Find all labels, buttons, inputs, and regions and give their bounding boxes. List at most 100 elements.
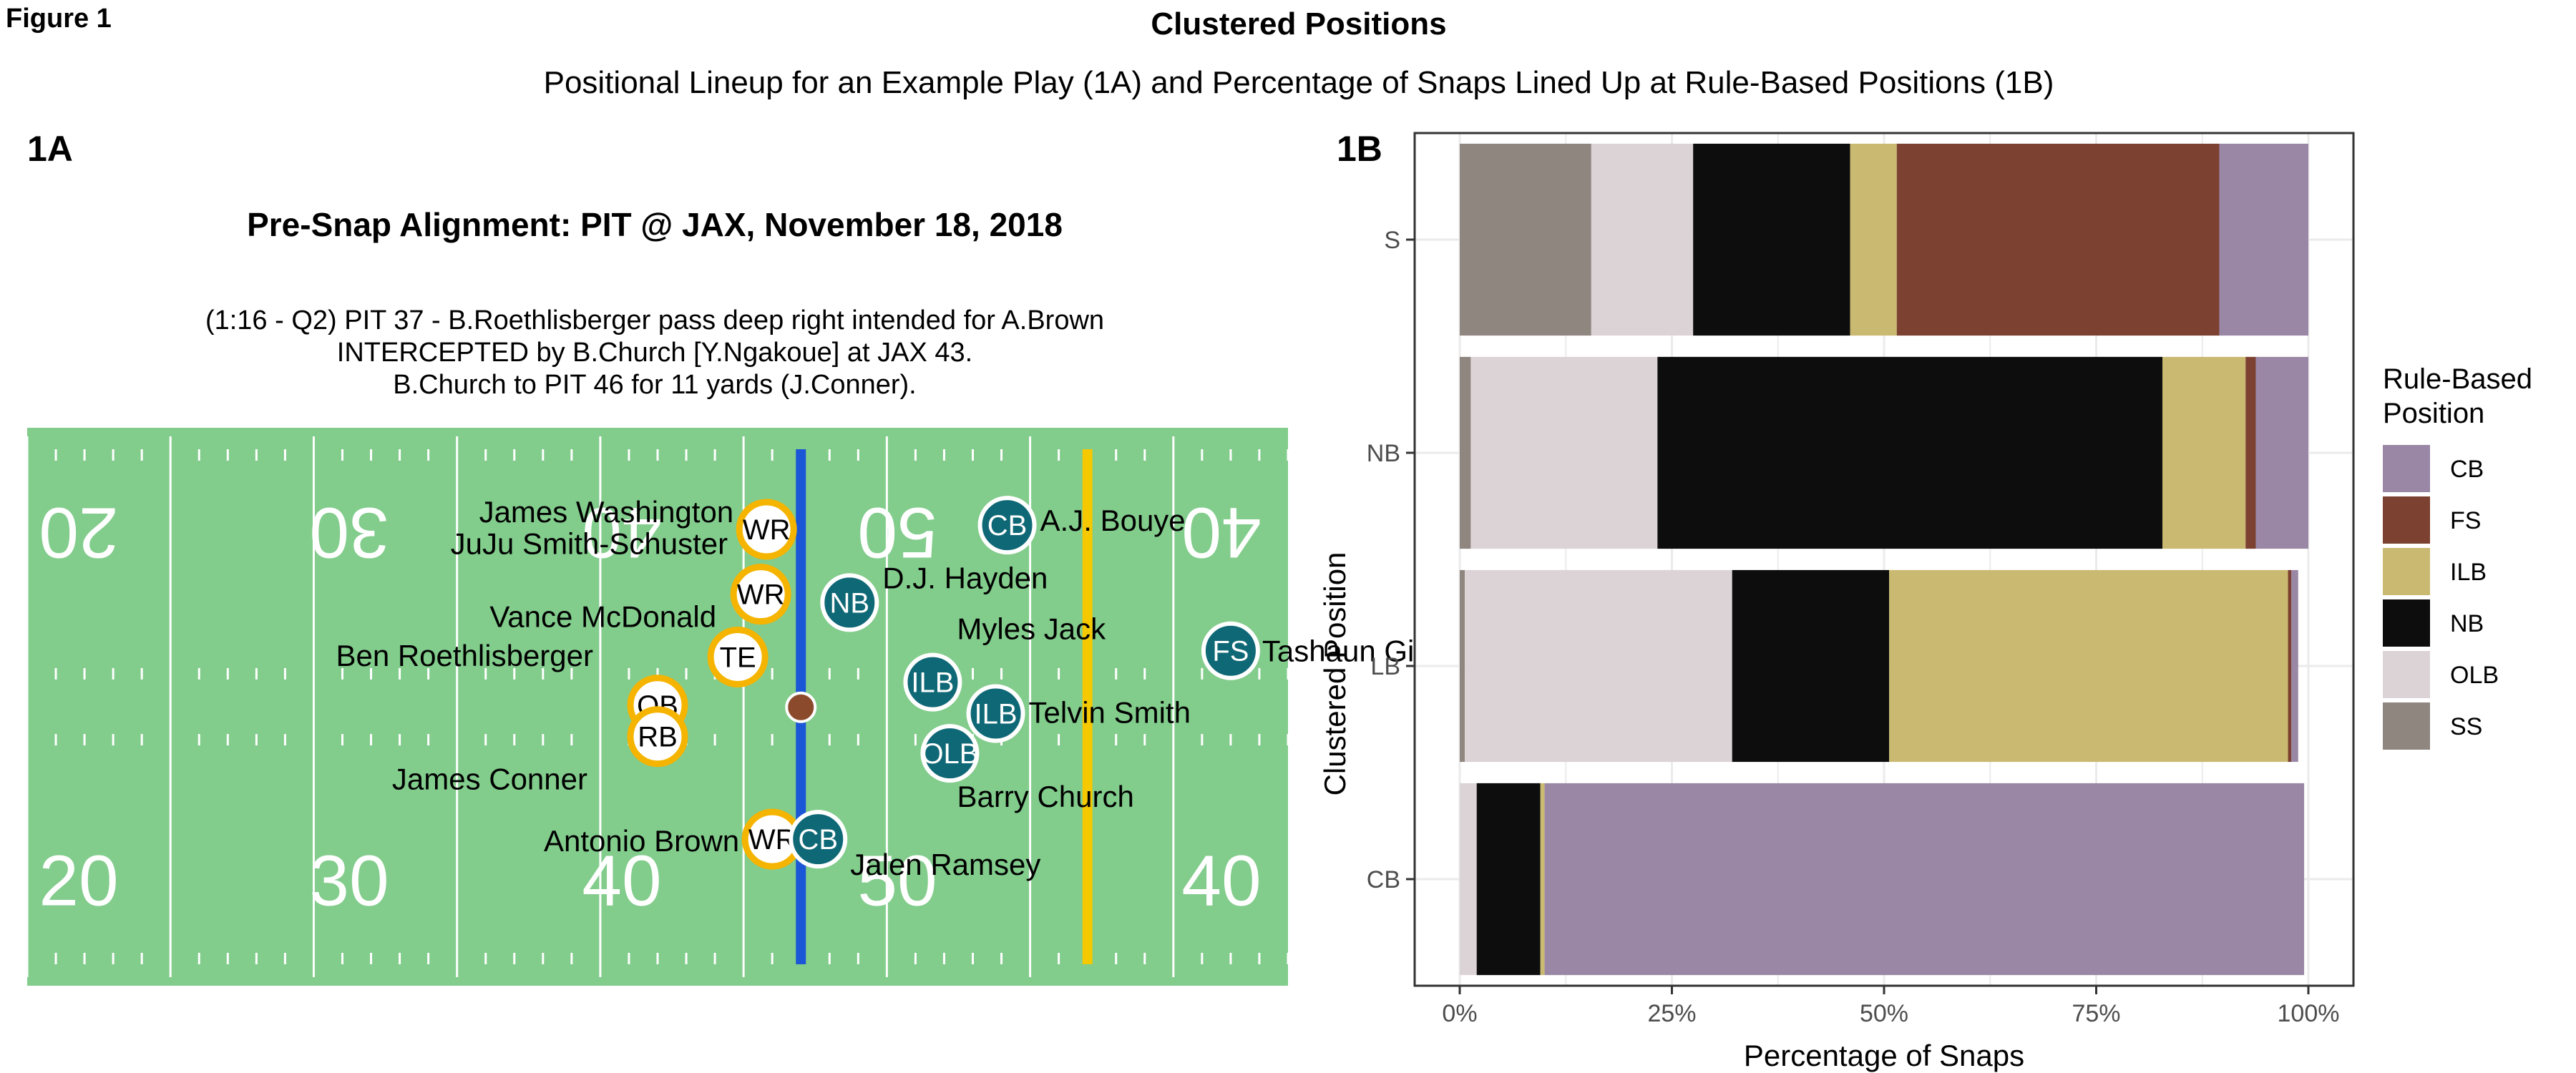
bar-segment-lb-ss [1460, 569, 1465, 763]
player-name-label: Vance McDonald [489, 599, 716, 633]
x-tick-label: 50% [1860, 1000, 1908, 1027]
player-position-label: WR [748, 824, 796, 856]
bar-segment-s-ilb [1850, 143, 1897, 336]
offense-player: WR James Washington [479, 495, 797, 560]
offense-marker [736, 499, 797, 560]
football-marker [785, 691, 817, 723]
legend-label: FS [2450, 507, 2481, 534]
yard-number-bottom: 50 [857, 841, 937, 921]
yard-number-top: 20 [39, 492, 118, 572]
legend-swatch-cb [2383, 445, 2430, 492]
yard-number-top: 40 [582, 492, 661, 572]
legend-swatch-nb [2383, 599, 2430, 647]
offense-marker [730, 564, 791, 625]
legend-title: Position [2383, 398, 2484, 429]
x-tick-label: 75% [2072, 1000, 2120, 1027]
defense-player: ILB Telvin Smith [966, 684, 1191, 743]
legend-label: NB [2450, 610, 2484, 637]
player-position-label: CB [987, 510, 1028, 542]
defense-player: CB Jalen Ramsey [789, 810, 1040, 881]
bar-segment-s-olb [1591, 143, 1694, 336]
bar-segment-cb-nb [1476, 783, 1541, 976]
defense-player: CB A.J. Bouye [977, 496, 1186, 555]
legend-swatch-fs [2383, 496, 2430, 544]
yard-number-bottom: 20 [39, 841, 118, 921]
panel-a: 1A Pre-Snap Alignment: PIT @ JAX, Novemb… [26, 129, 1479, 986]
player-name-label: James Washington [479, 495, 734, 529]
x-tick-label: 100% [2278, 1000, 2340, 1027]
player-position-label: ILB [975, 699, 1018, 730]
player-position-label: CB [798, 824, 838, 856]
bar-segment-s-fs [1896, 143, 2220, 336]
bar-segment-nb-ilb [2162, 356, 2246, 549]
legend-swatch-olb [2383, 651, 2430, 698]
legend-label: ILB [2450, 559, 2487, 586]
y-tick-label: NB [1367, 440, 1400, 467]
defense-marker [789, 810, 848, 869]
player-name-label: Jalen Ramsey [850, 848, 1040, 881]
player-name-label: Myles Jack [957, 612, 1106, 646]
bar-segment-nb-olb [1470, 356, 1658, 549]
defense-marker [820, 573, 879, 632]
offense-player: RB James Conner [392, 706, 688, 796]
player-name-label: Ben Roethlisberger [336, 639, 593, 672]
defense-player: NB D.J. Hayden [820, 561, 1048, 632]
legend-label: OLB [2450, 662, 2499, 689]
panel-a-label: 1A [27, 129, 73, 169]
legend-title: Rule-Based [2383, 363, 2532, 395]
defense-marker [903, 652, 962, 712]
bar-segment-nb-nb [1657, 356, 2163, 549]
play-description-line-3: B.Church to PIT 46 for 11 yards (J.Conne… [393, 370, 916, 400]
player-position-label: RB [638, 722, 678, 753]
legend-label: CB [2450, 456, 2484, 483]
offense-player: WR Antonio Brown [544, 808, 803, 870]
legend-swatch-ilb [2383, 548, 2430, 595]
player-name-label: Telvin Smith [1029, 696, 1191, 730]
y-tick-label: CB [1367, 866, 1400, 893]
legend-swatch-ss [2383, 702, 2430, 750]
player-name-label: James Conner [392, 763, 587, 796]
figure-title: Clustered Positions [1151, 6, 1446, 41]
bar-segment-s-nb [1693, 143, 1850, 336]
play-description-line-1: (1:16 - Q2) PIT 37 - B.Roethlisberger pa… [205, 305, 1104, 335]
defense-marker [1201, 621, 1260, 680]
figure-label: Figure 1 [6, 4, 112, 34]
player-name-label: Antonio Brown [544, 824, 739, 858]
yard-number-top: 50 [857, 492, 937, 572]
bar-segment-cb-olb [1460, 783, 1477, 976]
defense-player: OLB Barry Church [920, 724, 1134, 813]
stacked-bar-chart: S NB LB CB 0% 25% 50% 75% 100% [1367, 132, 2355, 1027]
bar-segment-cb-cb [1544, 783, 2305, 976]
y-tick-label: S [1384, 227, 1400, 254]
defense-marker [966, 684, 1025, 743]
yard-number-bottom: 40 [1181, 841, 1261, 921]
player-position-label: WR [743, 514, 791, 546]
panel-b: 1B S NB LB CB 0% 25% 50% 75% 100% Clustered Posi… [1318, 129, 2532, 1072]
player-name-label: JuJu Smith-Schuster [451, 527, 728, 561]
bar-segment-lb-nb [1732, 569, 1890, 763]
player-position-label: WR [737, 579, 785, 611]
defense-marker [920, 724, 980, 783]
y-tick-label: LB [1370, 653, 1400, 680]
yard-number-bottom: 40 [582, 841, 661, 921]
player-name-label: Barry Church [957, 780, 1133, 813]
bar-segment-nb-ss [1460, 356, 1471, 549]
bar-segment-s-ss [1460, 143, 1591, 336]
yard-number-top: 40 [1181, 492, 1261, 572]
player-position-label: FS [1212, 636, 1249, 667]
player-position-label: TE [720, 642, 756, 673]
bar-segment-s-cb [2219, 143, 2308, 336]
x-tick-label: 0% [1442, 1000, 1477, 1027]
panel-b-label: 1B [1337, 129, 1382, 169]
bar-segment-nb-cb [2255, 356, 2308, 549]
figure-subtitle: Positional Lineup for an Example Play (1… [544, 65, 2054, 100]
player-position-label: NB [830, 587, 870, 619]
panel-a-title: Pre-Snap Alignment: PIT @ JAX, November … [247, 206, 1063, 243]
defense-marker [977, 496, 1037, 555]
bar-segment-lb-cb [2291, 569, 2298, 763]
